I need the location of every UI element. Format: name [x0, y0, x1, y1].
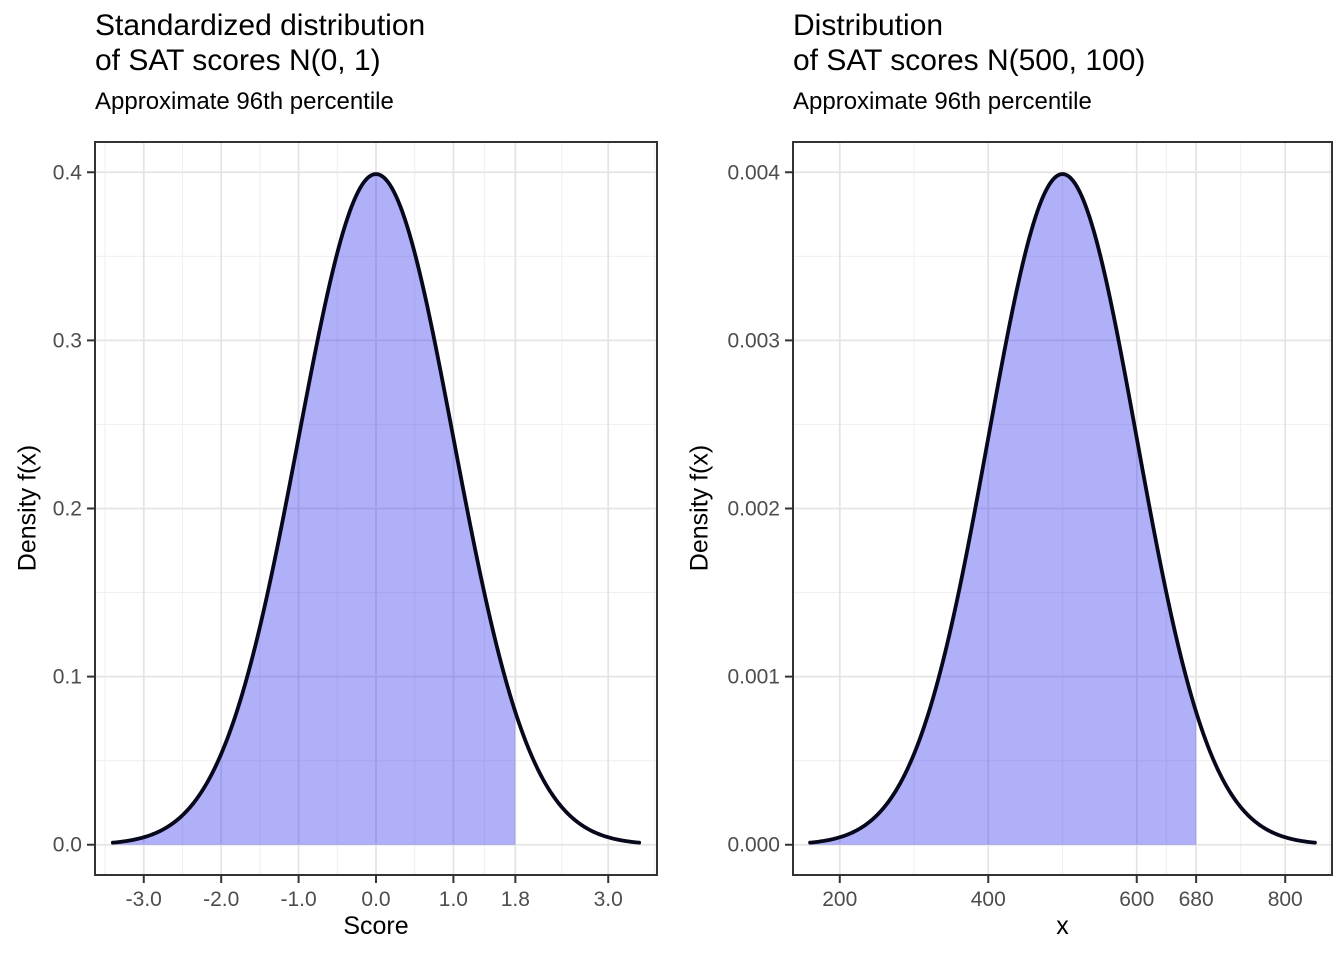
standardized-distribution-chart: Standardized distribution of SAT scores …: [14, 9, 658, 940]
plot-panel: -3.0 -2.0 -1.0 0.0 1.0 1.8 3.0 0.0 0.1 0.2 0.3 0.4: [53, 141, 658, 911]
sat-distribution-chart: Distribution of SAT scores N(500, 100) A…: [672, 0, 1344, 960]
chart-title: Standardized distribution of SAT scores …: [95, 9, 426, 77]
x-axis-title: Score: [343, 912, 409, 940]
x-tick-label: 680: [1179, 888, 1214, 911]
x-tick-label: 0.0: [361, 888, 390, 911]
shaded-percentile-area: [810, 174, 1197, 845]
y-tick-label: 0.2: [53, 498, 82, 521]
x-tick-label: 1.8: [501, 888, 530, 911]
y-tick-label: 0.003: [727, 329, 780, 352]
x-tick-label: -3.0: [126, 888, 162, 911]
x-tick-label: 800: [1268, 888, 1303, 911]
x-tick-label: 600: [1119, 888, 1154, 911]
x-tick-label: -2.0: [203, 888, 239, 911]
y-tick-label: 0.000: [727, 834, 780, 857]
x-tick-label: 200: [822, 888, 857, 911]
x-tick-label: 1.0: [439, 888, 468, 911]
density-curve: [808, 172, 1317, 845]
chart-subtitle: Approximate 96th percentile: [95, 88, 394, 115]
y-tick-label: 0.001: [727, 666, 780, 689]
y-tick-label: 0.004: [727, 161, 780, 184]
chart-title: Distribution of SAT scores N(500, 100): [793, 9, 1146, 77]
chart-subtitle: Approximate 96th percentile: [793, 88, 1092, 115]
x-tick-label: -1.0: [280, 888, 316, 911]
y-tick-label: 0.4: [53, 161, 83, 184]
shaded-percentile-area: [112, 174, 516, 845]
y-tick-label: 0.3: [53, 329, 82, 352]
y-tick-label: 0.002: [727, 498, 780, 521]
plot-panel: 200 400 600 680 800 0.000 0.001 0.002 0.003 0.004: [727, 141, 1333, 911]
x-tick-label: 400: [971, 888, 1006, 911]
x-axis-title: x: [1056, 912, 1069, 940]
y-tick-label: 0.1: [53, 666, 82, 689]
x-tick-label: 3.0: [594, 888, 623, 911]
density-curve: [110, 172, 642, 845]
y-tick-label: 0.0: [53, 834, 82, 857]
